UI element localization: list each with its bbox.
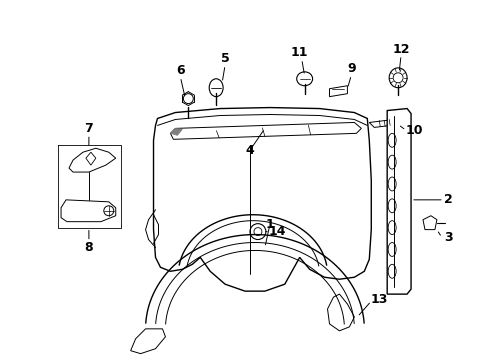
Circle shape [253, 228, 262, 235]
Ellipse shape [387, 221, 395, 235]
Polygon shape [61, 200, 116, 222]
Circle shape [183, 94, 193, 104]
Ellipse shape [296, 72, 312, 86]
Text: 7: 7 [84, 122, 93, 135]
Polygon shape [69, 148, 116, 172]
Circle shape [249, 224, 265, 239]
Ellipse shape [387, 177, 395, 191]
Ellipse shape [387, 133, 395, 147]
Text: 5: 5 [220, 53, 229, 66]
Text: 14: 14 [268, 225, 286, 238]
Polygon shape [368, 120, 398, 127]
Polygon shape [130, 329, 165, 354]
Text: 11: 11 [290, 46, 308, 59]
Ellipse shape [388, 68, 406, 88]
Text: 2: 2 [444, 193, 452, 206]
Polygon shape [170, 129, 182, 135]
Text: 10: 10 [405, 124, 422, 137]
Text: 13: 13 [370, 293, 387, 306]
Text: 3: 3 [444, 231, 452, 244]
Polygon shape [329, 86, 346, 96]
Ellipse shape [387, 199, 395, 213]
Text: 4: 4 [245, 144, 254, 157]
Polygon shape [170, 122, 361, 139]
Polygon shape [422, 216, 436, 230]
Text: 6: 6 [176, 64, 184, 77]
Circle shape [103, 206, 114, 216]
Text: 12: 12 [391, 42, 409, 55]
Ellipse shape [387, 264, 395, 278]
Polygon shape [86, 152, 96, 165]
Text: 9: 9 [346, 62, 355, 75]
Text: 1: 1 [265, 218, 274, 231]
Ellipse shape [209, 79, 223, 96]
Text: 8: 8 [84, 241, 93, 254]
Polygon shape [386, 109, 410, 294]
Polygon shape [327, 294, 354, 331]
Ellipse shape [387, 243, 395, 256]
Polygon shape [153, 108, 370, 291]
Circle shape [392, 73, 402, 83]
Ellipse shape [387, 155, 395, 169]
